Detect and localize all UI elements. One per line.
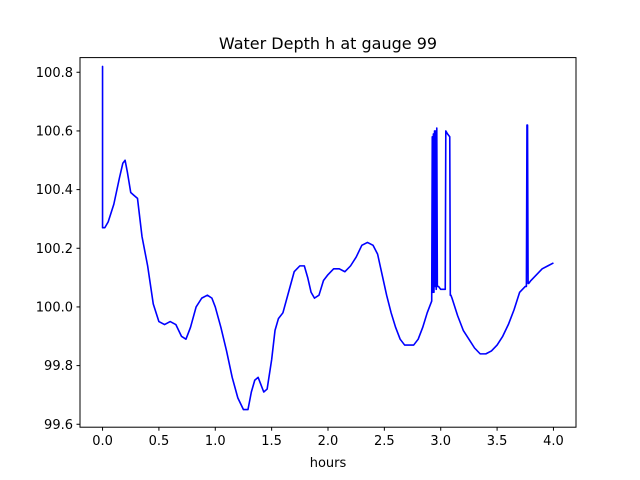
x-tick-label: 3.5 xyxy=(487,434,508,449)
y-tick-label: 100.2 xyxy=(36,242,73,257)
y-tick-label: 100.4 xyxy=(36,183,73,198)
x-tick-label: 0.0 xyxy=(92,434,113,449)
x-tick-label: 1.5 xyxy=(261,434,282,449)
y-tick-label: 100.6 xyxy=(36,124,73,139)
tick-layer: 0.0 0.5 1.0 1.5 2.0 2.5 3.0 3.5 4.0 99.6 99.8 100.0… xyxy=(36,66,564,449)
y-tick-label: 99.6 xyxy=(44,418,73,433)
y-tick-label: 100.0 xyxy=(36,300,73,315)
series-line-0 xyxy=(101,65,554,411)
x-tick-label: 2.5 xyxy=(374,434,395,449)
x-tick-label: 1.0 xyxy=(205,434,226,449)
x-tick-label: 3.0 xyxy=(430,434,451,449)
x-tick-label: 0.5 xyxy=(149,434,170,449)
x-axis-label: hours xyxy=(310,456,347,471)
y-tick-label: 100.8 xyxy=(36,66,73,81)
axes-frame xyxy=(79,57,577,428)
x-tick-label: 4.0 xyxy=(543,434,564,449)
chart-title: Water Depth h at gauge 99 xyxy=(219,34,437,53)
y-tick-label: 99.8 xyxy=(44,359,73,374)
plot-line-layer xyxy=(101,65,554,411)
x-tick-label: 2.0 xyxy=(318,434,339,449)
